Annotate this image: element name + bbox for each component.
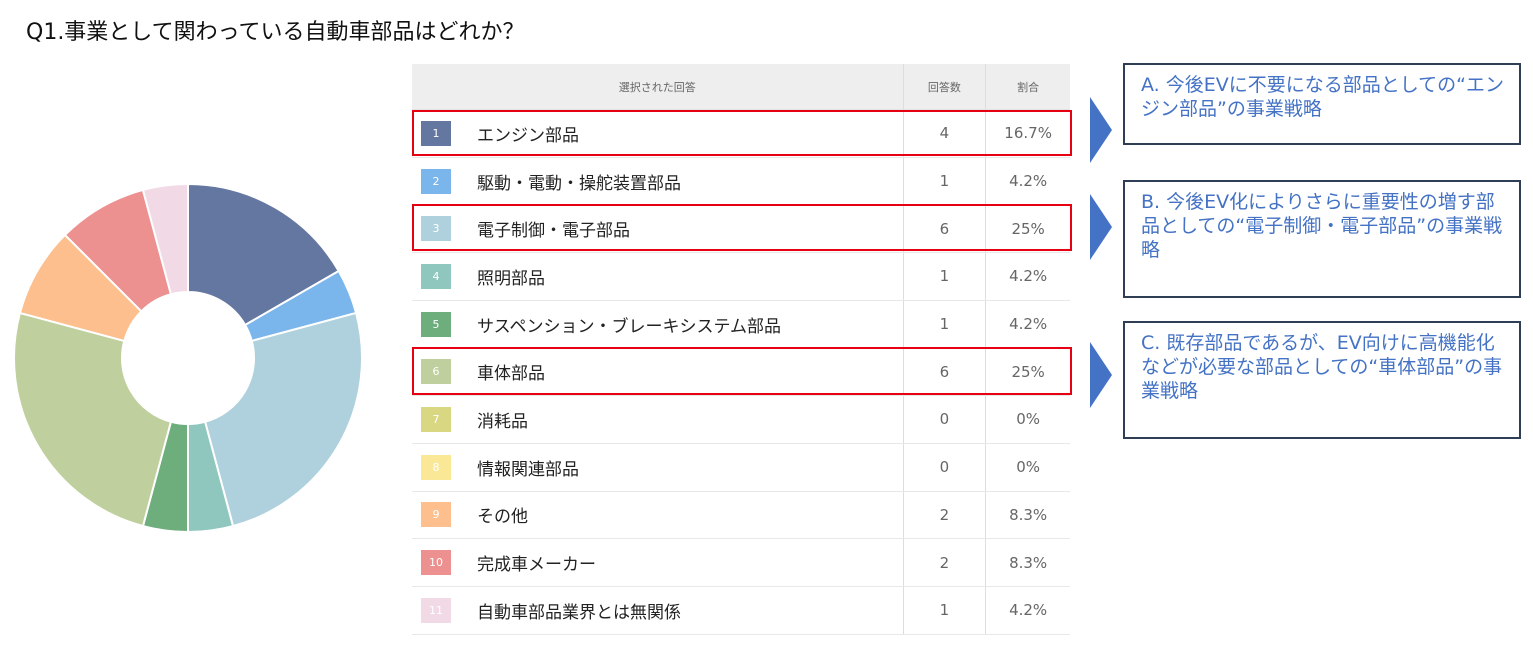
table-header: 選択された回答 回答数 割合 (412, 64, 1070, 110)
table-row: 1 エンジン部品 4 16.7% (412, 110, 1070, 158)
color-index-badge: 7 (421, 406, 451, 432)
answer-label: エンジン部品 (477, 125, 579, 146)
arrow-b-icon (1090, 194, 1112, 260)
count-cell: 1 (902, 253, 986, 300)
answer-label: 車体部品 (477, 364, 545, 385)
ratio-cell: 4.2% (985, 253, 1070, 300)
donut-slice (187, 182, 341, 327)
color-index-badge: 4 (421, 263, 451, 289)
count-cell: 0 (902, 396, 986, 443)
table-row: 4 照明部品 1 4.2% (412, 253, 1070, 301)
donut-slice (141, 182, 189, 296)
count-cell: 4 (902, 110, 986, 157)
answer-label: サスペンション・ブレーキシステム部品 (477, 316, 781, 337)
answer-cell: 3 電子制御・電子部品 (412, 205, 903, 252)
answer-label: 照明部品 (477, 268, 545, 289)
arrow-c-icon (1090, 342, 1112, 408)
answer-cell: 8 情報関連部品 (412, 444, 903, 491)
answer-label: 駆動・電動・操舵装置部品 (477, 173, 681, 194)
answer-cell: 1 エンジン部品 (412, 110, 903, 157)
answer-cell: 2 駆動・電動・操舵装置部品 (412, 158, 903, 205)
answer-label: 消耗品 (477, 411, 528, 432)
answer-table: 選択された回答 回答数 割合 1 エンジン部品 4 16.7% 2 駆動・電動・操舵装置部… (412, 64, 1070, 635)
callout-c: C. 既存部品であるが、EV向けに高機能化などが必要な部品としての“車体部品”の… (1123, 321, 1521, 439)
answer-cell: 6 車体部品 (412, 348, 903, 395)
answer-cell: 7 消耗品 (412, 396, 903, 443)
table-row: 3 電子制御・電子部品 6 25% (412, 205, 1070, 254)
answer-cell: 4 照明部品 (412, 253, 903, 300)
color-index-badge: 6 (421, 359, 451, 385)
count-cell: 2 (902, 539, 986, 586)
answer-cell: 9 その他 (412, 492, 903, 539)
count-cell: 6 (902, 348, 986, 396)
callout-a: A. 今後EVに不要になる部品としての“エンジン部品”の事業戦略 (1123, 63, 1521, 145)
answer-label: 情報関連部品 (477, 459, 579, 480)
count-cell: 1 (902, 157, 986, 205)
answer-cell: 5 サスペンション・ブレーキシステム部品 (412, 301, 903, 348)
count-cell: 1 (902, 300, 986, 348)
callout-b: B. 今後EV化によりさらに重要性の増す部品としての“電子制御・電子部品”の事業… (1123, 180, 1521, 298)
ratio-cell: 8.3% (985, 539, 1070, 586)
ratio-cell: 4.2% (985, 157, 1070, 205)
color-index-badge: 11 (421, 597, 451, 623)
table-row: 9 その他 2 8.3% (412, 491, 1070, 540)
table-row: 10 完成車メーカー 2 8.3% (412, 539, 1070, 587)
color-index-badge: 5 (421, 311, 451, 337)
donut-chart (13, 182, 363, 534)
answer-label: 自動車部品業界とは無関係 (477, 602, 681, 623)
color-index-badge: 2 (421, 168, 451, 194)
color-index-badge: 1 (421, 120, 451, 146)
color-index-badge: 3 (421, 216, 451, 242)
answer-label: その他 (477, 507, 528, 528)
answer-cell: 10 完成車メーカー (412, 539, 903, 586)
donut-slice (203, 311, 363, 528)
color-index-badge: 9 (421, 502, 451, 528)
color-index-badge: 8 (421, 454, 451, 480)
answer-label: 完成車メーカー (477, 555, 596, 576)
count-cell: 6 (902, 205, 986, 253)
ratio-cell: 25% (985, 348, 1070, 396)
color-index-badge: 10 (421, 550, 451, 576)
table-row: 2 駆動・電動・操舵装置部品 1 4.2% (412, 157, 1070, 206)
table-row: 7 消耗品 0 0% (412, 396, 1070, 444)
header-count: 回答数 (902, 64, 986, 109)
ratio-cell: 16.7% (985, 110, 1070, 157)
answer-label: 電子制御・電子部品 (477, 221, 630, 242)
question-title: Q1.事業として関わっている自動車部品はどれか？ (26, 20, 525, 45)
header-ratio: 割合 (985, 64, 1070, 109)
ratio-cell: 4.2% (985, 586, 1070, 634)
count-cell: 2 (902, 491, 986, 539)
header-answer: 選択された回答 (618, 80, 696, 94)
count-cell: 0 (902, 443, 986, 491)
donut-slice (13, 311, 173, 528)
table-row: 8 情報関連部品 0 0% (412, 443, 1070, 492)
ratio-cell: 8.3% (985, 491, 1070, 539)
table-row: 6 車体部品 6 25% (412, 348, 1070, 397)
answer-cell: 11 自動車部品業界とは無関係 (412, 587, 903, 634)
table-row: 5 サスペンション・ブレーキシステム部品 1 4.2% (412, 300, 1070, 349)
arrow-a-icon (1090, 97, 1112, 163)
ratio-cell: 25% (985, 205, 1070, 253)
table-row: 11 自動車部品業界とは無関係 1 4.2% (412, 586, 1070, 635)
ratio-cell: 0% (985, 396, 1070, 443)
table-body: 1 エンジン部品 4 16.7% 2 駆動・電動・操舵装置部品 1 4.2% 3 電子制御・電子部… (412, 110, 1070, 635)
count-cell: 1 (902, 586, 986, 634)
ratio-cell: 0% (985, 443, 1070, 491)
ratio-cell: 4.2% (985, 300, 1070, 348)
